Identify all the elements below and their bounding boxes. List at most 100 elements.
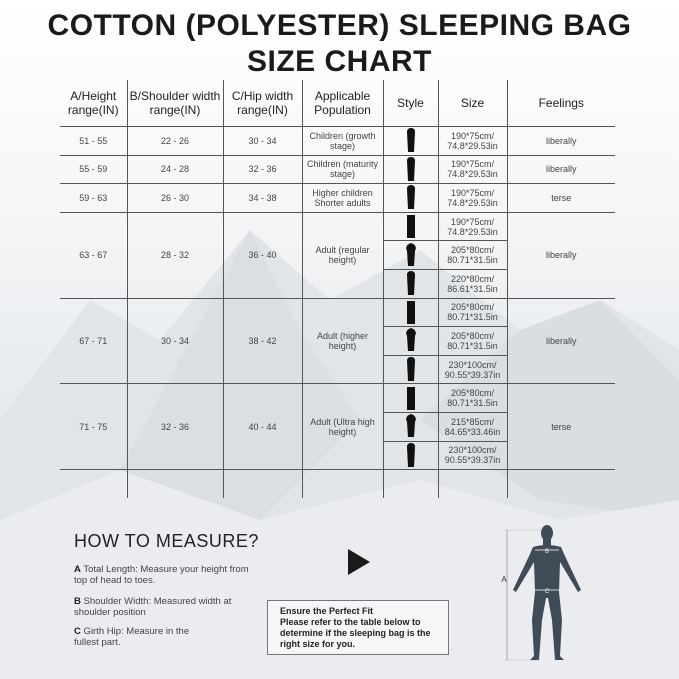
empty-row [60,469,615,498]
table-row: 67 - 71 30 - 34 38 - 42 Adult (higher heigh… [60,297,615,385]
style-cell [383,268,439,299]
table-row: 71 - 75 32 - 36 40 - 44 Adult (Ultra high h… [60,383,615,471]
height-cell: 67 - 71 [60,297,128,385]
empty-cell [126,469,224,498]
population-cell: Adult (higher height) [301,297,384,385]
height-cell: 55 - 59 [60,154,128,185]
table-row: 230*100cm/ 90.55*39.37in [60,354,615,385]
table-row: 205*80cm/ 80.71*31.5in [60,326,615,356]
rounded-tapered-bag-icon [406,185,415,210]
empty-cell [437,469,508,498]
rounded-tapered-bag-icon [406,442,415,467]
chart-title-line1: COTTON (POLYESTER) SLEEPING BAG [47,9,632,42]
style-cell [382,383,439,413]
style-cell [383,411,439,442]
column-header: B/Shoulder width range(IN) [126,80,224,127]
tip-a: A Total Length: Measure your height from… [74,564,254,586]
mummy-bag-icon [405,242,416,266]
mummy-bag-icon [405,328,416,352]
feelings-cell: liberally [506,154,615,185]
tip-b: B Shoulder Width: Measured width at shou… [74,596,254,618]
column-header: Style [382,80,439,127]
rounded-tapered-bag-icon [406,128,415,153]
column-header: C/Hip width range(IN) [222,80,303,127]
population-cell: Children (maturity stage) [301,154,384,185]
column-header: Applicable Population [301,80,384,127]
population-cell: Adult (Ultra high height) [301,383,384,471]
hip-cell: 38 - 42 [222,297,303,385]
style-cell [382,154,439,185]
fit-info-box: Ensure the Perfect Fit Please refer to t… [267,600,449,655]
column-header: Feelings [506,80,615,127]
feelings-cell: liberally [506,126,615,156]
shoulder-cell: 24 - 28 [126,154,224,185]
style-cell [383,440,439,471]
envelope-bag-icon [406,300,415,324]
table-row: 55 - 59 24 - 28 32 - 36 Children (maturity … [60,154,615,185]
style-cell [383,354,439,385]
style-cell [383,240,439,270]
fit-box-heading: Ensure the Perfect Fit [280,606,374,616]
style-cell [383,326,439,356]
table-row: 205*80cm/ 80.71*31.5in [60,240,615,270]
empty-cell [506,469,615,498]
size-cell: 205*80cm/ 80.71*31.5in [437,383,508,413]
how-to-measure-title: HOW TO MEASURE? [74,531,259,551]
empty-cell [382,469,439,498]
rounded-tapered-bag-icon [406,156,415,181]
feelings-cell: terse [506,183,615,213]
label-b: B [545,549,549,555]
size-cell: 190*75cm/ 74.8*29.53in [437,154,508,185]
fit-box-text: Please refer to the table below to deter… [280,617,431,649]
label-c: C [545,589,550,595]
style-cell [382,183,439,213]
empty-cell [60,469,128,498]
envelope-bag-icon [406,386,415,410]
style-cell [382,126,439,156]
column-header: Size [437,80,508,127]
feelings-cell: liberally [506,211,615,299]
height-cell: 71 - 75 [60,383,128,471]
hip-cell: 36 - 40 [222,211,303,299]
play-arrow-icon [348,549,370,575]
empty-cell [301,469,384,498]
size-cell: 220*80cm/ 86.61*31.5in [437,268,507,299]
shoulder-cell: 28 - 32 [126,211,224,299]
height-cell: 59 - 63 [60,183,128,213]
size-cell: 190*75cm/ 74.8*29.53in [437,183,508,213]
style-cell [382,297,439,328]
size-cell: 190*75cm/ 74.8*29.53in [437,211,508,242]
tip-text: Girth Hip: Measure in the fullest part. [74,626,190,648]
height-cell: 51 - 55 [60,126,128,156]
column-header: A/Height range(IN) [60,80,128,127]
tip-letter: A [74,564,81,575]
rounded-tapered-bag-icon [406,357,415,382]
mummy-bag-icon [405,414,416,438]
tip-letter: B [74,596,81,607]
size-cell: 215*85cm/ 84.65*33.46in [437,411,507,442]
feelings-cell: terse [506,383,615,471]
table-row: 215*85cm/ 84.65*33.46in [60,411,615,442]
tip-text: Total Length: Measure your height from t… [74,564,249,586]
envelope-bag-icon [406,215,415,239]
hip-cell: 30 - 34 [222,126,303,156]
size-cell: 230*100cm/ 90.55*39.37in [437,440,507,471]
hip-cell: 40 - 44 [222,383,303,471]
population-cell: Higher children Shorter adults [301,183,384,213]
size-cell: 230*100cm/ 90.55*39.37in [437,354,507,385]
shoulder-cell: 26 - 30 [126,183,224,213]
population-cell: Adult (regular height) [301,211,384,299]
tip-c: C Girth Hip: Measure in the fullest part… [74,626,194,648]
size-cell: 205*80cm/ 80.71*31.5in [437,297,508,328]
size-chart-table: A/Height range(IN) B/Shoulder width range… [60,80,615,498]
empty-cell [222,469,303,498]
tip-text: Shoulder Width: Measured width at should… [74,596,232,618]
table-row: 59 - 63 26 - 30 34 - 38 Higher children Sho… [60,183,615,213]
size-cell: 205*80cm/ 80.71*31.5in [437,326,507,356]
chart-title-line2: SIZE CHART [247,45,432,78]
hip-cell: 34 - 38 [222,183,303,213]
tip-letter: C [74,626,81,637]
shoulder-cell: 22 - 26 [126,126,224,156]
label-a: A [501,575,507,584]
style-cell [382,211,439,242]
